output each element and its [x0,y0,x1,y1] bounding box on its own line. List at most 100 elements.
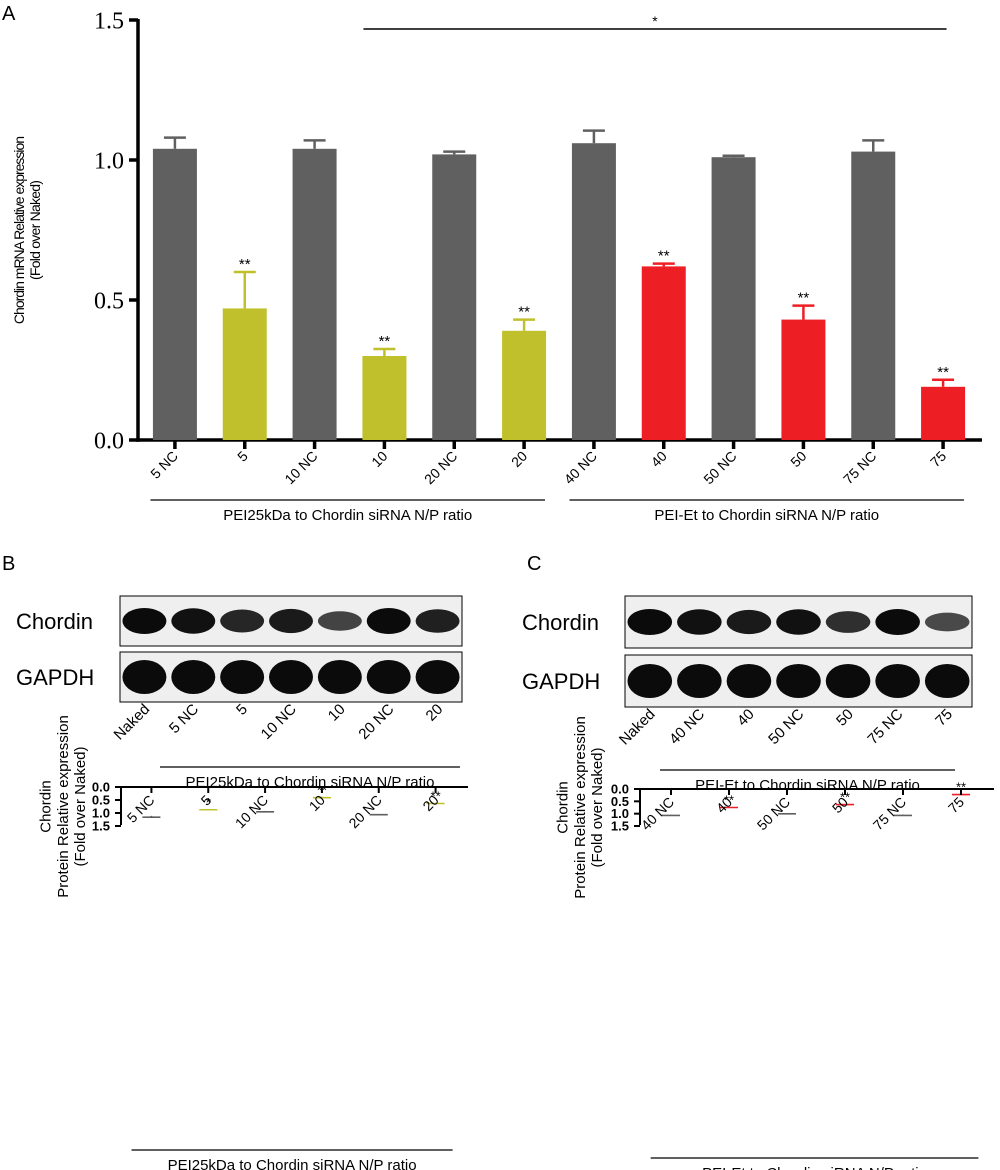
y-tick-label: 0.0 [92,780,110,795]
blot-band [171,608,216,634]
panel-label-b: B [2,553,15,575]
blot-lane-label: Naked [111,701,154,744]
significance-marker: ** [724,793,734,808]
bar [851,151,896,440]
x-tick-label: 40 NC [561,448,600,487]
blot-row-label: GAPDH [16,665,94,690]
x-tick-label: 75 [927,448,949,470]
blot-lane-label: Naked [616,706,659,749]
y-tick-label: 1.5 [94,8,124,34]
blot-lane-label: 10 [325,701,349,725]
significance-marker: ** [937,364,949,381]
bar [152,148,197,441]
blot-band [366,660,411,694]
bar [641,266,686,440]
y-axis-label: Protein Relative expression [572,716,589,899]
y-tick-label: 0.5 [92,793,110,808]
blot-band [415,660,460,694]
significance-marker: ** [956,780,966,795]
bar [292,148,337,441]
blot-band [924,664,970,698]
y-tick-label: 1.0 [92,806,110,821]
blot-band [415,609,460,633]
group-label: PEI-Et to Chordin siRNA N/P ratio [654,507,879,524]
bar [502,330,547,440]
blot-band [726,664,772,698]
blot-band [825,664,871,698]
blot-band [776,609,821,635]
x-tick-label: 5 NC [147,448,181,482]
x-tick-label: 75 [945,794,967,816]
x-tick-label: 20 NC [421,448,460,487]
blot-band [366,608,411,634]
bar [711,157,756,440]
blot-band [122,660,167,694]
blot-lane-label: 20 [423,701,447,725]
x-tick-label: 50 NC [700,448,739,487]
x-tick-label: 40 NC [638,794,677,833]
significance-marker: * [206,795,211,810]
blot-band [627,609,673,635]
y-axis-label: Chordin mRNA Relative expression [11,136,27,324]
blot-row-label: Chordin [522,610,599,635]
x-tick-label: 50 [787,448,809,470]
x-tick-label: 40 [648,448,670,470]
blot-band [924,612,970,632]
blot-lane-label: 10 NC [258,701,300,743]
group-label: PEI25kDa to Chordin siRNA N/P ratio [223,507,472,524]
blot-band [627,664,673,698]
blot-band [317,660,362,694]
significance-marker: ** [379,333,391,350]
blot-band [269,608,313,634]
blot-lane-label: 5 NC [166,701,202,737]
y-tick-label: 0.5 [94,288,124,314]
blot-band [171,660,216,694]
y-axis-label: Chordin [555,781,572,834]
blot-row-label: GAPDH [522,669,600,694]
y-tick-label: 1.5 [92,819,110,834]
y-tick-label: 0.0 [94,428,124,454]
blot-band [677,664,722,698]
blot-band [825,611,871,633]
y-axis-label: Chordin [38,780,55,833]
panel-label-c: C [527,553,541,575]
blot-lane-label: 75 [932,706,956,730]
x-tick-label: 20 NC [345,792,384,831]
y-axis-label: (Fold over Naked) [589,747,606,867]
y-tick-label: 0.0 [611,782,629,797]
blot-lane-label: 20 NC [355,701,397,743]
blot-group-label: PEI25kDa to Chordin siRNA N/P ratio [185,774,434,791]
bar [362,356,407,440]
bar [222,308,267,440]
x-tick-label: 75 NC [840,448,879,487]
bar [781,319,826,440]
significance-marker: ** [840,790,850,805]
blot-lane-label: 50 NC [765,706,807,748]
y-tick-label: 1.5 [611,819,629,834]
significance-marker: ** [431,789,441,804]
blot-lane-label: 50 [833,706,857,730]
x-tick-label: 20 [508,448,530,470]
blot-band [875,609,920,635]
bar [571,143,616,440]
blot-lane-label: 5 [233,701,251,719]
blot-band [776,664,821,698]
blot-lane-label: 75 NC [864,706,906,748]
panel-label-a: A [2,3,16,25]
blot-band [726,609,772,635]
y-tick-label: 1.0 [611,806,629,821]
x-tick-label: 75 NC [870,794,909,833]
blot-band [317,611,362,631]
significance-marker: ** [518,304,530,321]
blot-band [875,664,920,698]
x-tick-label: 10 [368,448,390,470]
blot-band [269,660,313,694]
bar [432,154,477,440]
x-tick-label: 5 [234,448,251,465]
blot-row-label: Chordin [16,609,93,634]
y-tick-label: 0.5 [611,794,629,809]
x-tick-label: 5 NC [124,792,158,826]
comparison-significance: * [652,13,658,29]
x-tick-label: 10 NC [281,448,320,487]
